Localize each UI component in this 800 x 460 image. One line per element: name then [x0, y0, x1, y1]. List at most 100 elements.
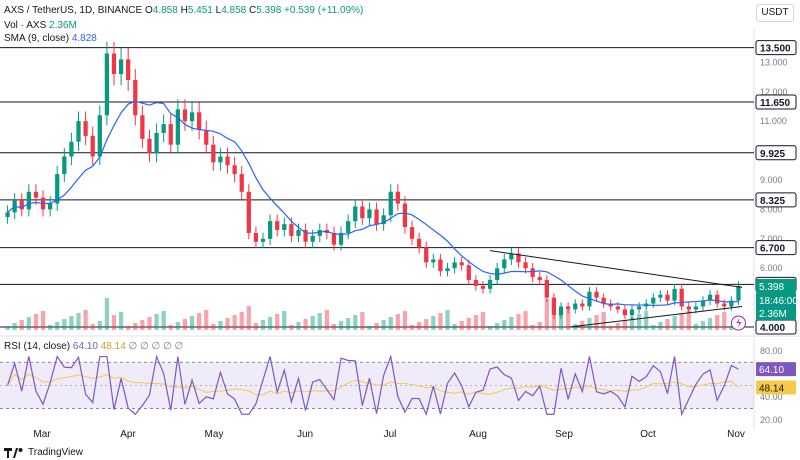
volume-bar [232, 315, 237, 330]
volume-bar [55, 322, 60, 330]
volume-bar [722, 312, 727, 330]
candle-body [509, 253, 514, 260]
volume-bar [253, 323, 259, 330]
volume-bar [225, 318, 230, 330]
volume-badge: 2.36M [759, 309, 787, 320]
volume-bar [516, 314, 521, 330]
candle-body [83, 121, 88, 136]
candle-body [47, 203, 53, 210]
candle-body [218, 156, 223, 163]
candle-body [672, 288, 677, 301]
tradingview-label: TradingView [28, 447, 84, 458]
price-tick-label: 12.000 [760, 87, 788, 97]
price-tick-label: 11.000 [760, 116, 787, 126]
candle-body [246, 191, 251, 233]
volume-bar [509, 317, 514, 330]
high-value: 5.451 [187, 5, 213, 16]
candle-body [686, 306, 691, 310]
candle-body [615, 306, 620, 310]
candle-body [282, 224, 287, 230]
candle-body [204, 130, 209, 145]
volume-bar [502, 320, 507, 330]
candle-body [346, 221, 351, 233]
volume-bar [118, 312, 124, 330]
candle-body [729, 300, 734, 307]
volume-bar [381, 320, 386, 330]
month-label: Jul [384, 429, 397, 440]
candle-body [459, 262, 464, 266]
rsi-value: 64.10 [72, 341, 98, 352]
volume-bar [679, 313, 684, 330]
volume-bar [544, 299, 549, 330]
candle-body [97, 115, 102, 157]
volume-bar [374, 323, 379, 330]
volume-bar [452, 324, 457, 330]
price-badge: 5.398 [759, 282, 784, 293]
candle-body [260, 238, 266, 242]
month-label: May [205, 429, 224, 440]
currency-button[interactable]: USDT [756, 4, 794, 22]
volume-bar [523, 311, 528, 330]
volume-bar [69, 316, 74, 330]
volume-bar [218, 321, 223, 330]
volume-label: Vol · AXS [4, 20, 47, 31]
candle-body [69, 141, 74, 157]
candle-body [700, 300, 706, 307]
candle-body [452, 262, 457, 269]
rsi-line [6, 354, 739, 417]
candle-body [239, 174, 244, 192]
volume-bar [658, 322, 663, 330]
volume-bar [104, 298, 110, 330]
volume-bar [147, 317, 152, 330]
candle-body [310, 235, 315, 242]
candle-body [402, 203, 408, 228]
high-label: H [180, 5, 188, 16]
candle-body [197, 112, 202, 130]
candle-body [530, 268, 535, 278]
volume-bar [126, 326, 131, 330]
volume-legend[interactable]: Vol · AXS 2.36M [4, 20, 77, 31]
rsi-ma-badge: 48.14 [759, 384, 784, 395]
volume-bar [636, 314, 642, 330]
candle-body [189, 112, 195, 122]
rsi-legend[interactable]: RSI (14, close) 64.10 48.14 ∅ ∅ ∅ ∅ ∅ [4, 341, 183, 352]
volume-bar [715, 315, 720, 330]
candle-body [424, 247, 429, 263]
volume-bar [395, 314, 400, 330]
volume-bar [346, 318, 351, 330]
volume-bar [26, 317, 31, 330]
rsi-tick-label: 20.00 [760, 415, 783, 425]
volume-bar [97, 321, 102, 330]
countdown-badge: 18:46:00 [759, 296, 798, 307]
rsi-tick-label: 80.00 [760, 346, 783, 356]
volume-bar [140, 320, 145, 330]
candle-body [275, 221, 280, 230]
volume-bar [353, 315, 358, 330]
candle-body [679, 288, 684, 307]
candle-body [416, 238, 422, 248]
sma-legend[interactable]: SMA (9, close) 4.828 [4, 33, 97, 44]
volume-bar [317, 313, 322, 330]
volume-bar [459, 321, 464, 330]
candle-body [76, 121, 81, 142]
candle-body [5, 212, 10, 217]
symbol-title[interactable]: AXS / TetherUS, 1D, BINANCE [4, 5, 143, 16]
volume-bar [566, 310, 571, 330]
volume-bar [47, 325, 53, 330]
volume-bar [672, 316, 677, 330]
volume-bar [296, 322, 301, 330]
low-value: 4.858 [221, 5, 247, 16]
candle-body [594, 291, 599, 298]
candle-body [140, 115, 145, 139]
volume-bar [601, 312, 606, 330]
volume-bar [12, 323, 17, 330]
tradingview-logo[interactable]: TradingView [4, 447, 83, 458]
candle-body [622, 309, 628, 316]
month-label: Jun [297, 429, 313, 440]
volume-bar [19, 320, 24, 330]
candle-body [353, 206, 358, 222]
rsi-label: RSI (14, close) [4, 341, 71, 352]
close-label: C [249, 5, 257, 16]
